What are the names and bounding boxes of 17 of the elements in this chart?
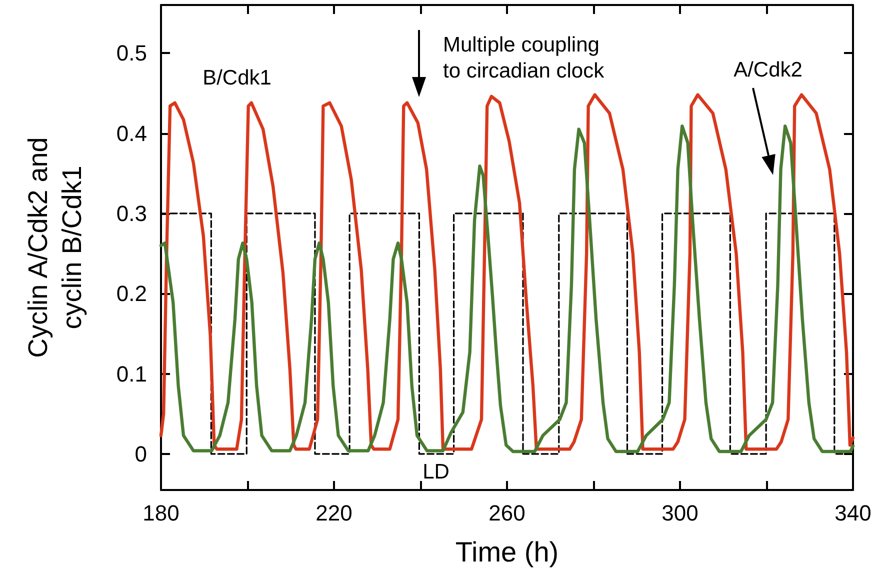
y-tick-label: 0.3 xyxy=(116,200,147,226)
x-tick-label: 220 xyxy=(316,500,352,526)
x-axis-title: Time (h) xyxy=(455,536,559,568)
annotation: B/Cdk1 xyxy=(202,66,272,90)
annotation: Multiple coupling to circadian clock xyxy=(443,34,605,82)
x-tick-label: 260 xyxy=(488,500,526,526)
y-tick-label: 0.5 xyxy=(116,40,147,66)
x-tick-label: 340 xyxy=(834,500,872,526)
x-tick-label: 300 xyxy=(662,500,698,526)
y-tick-label: 0.4 xyxy=(116,120,147,146)
y-tick-label: 0 xyxy=(134,441,147,466)
y-tick-label: 0.1 xyxy=(116,361,147,386)
annotation: A/Cdk2 xyxy=(734,58,802,82)
y-tick-label: 0.2 xyxy=(116,281,147,306)
x-tick-label: 180 xyxy=(142,500,180,526)
y-axis-title: Cyclin A/Cdk2 and cyclin B/Cdk1 xyxy=(23,137,87,358)
annotation: LD xyxy=(422,460,450,484)
